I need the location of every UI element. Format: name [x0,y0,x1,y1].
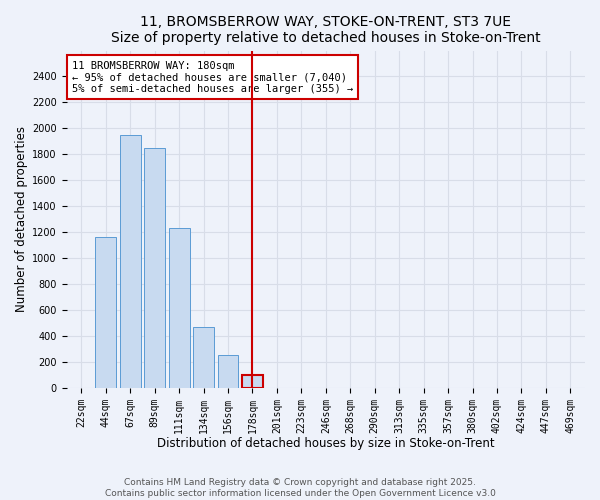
Text: 11 BROMSBERROW WAY: 180sqm
← 95% of detached houses are smaller (7,040)
5% of se: 11 BROMSBERROW WAY: 180sqm ← 95% of deta… [72,60,353,94]
Y-axis label: Number of detached properties: Number of detached properties [15,126,28,312]
Bar [169,228,190,388]
Text: Contains HM Land Registry data © Crown copyright and database right 2025.
Contai: Contains HM Land Registry data © Crown c… [104,478,496,498]
Title: 11, BROMSBERROW WAY, STOKE-ON-TRENT, ST3 7UE
Size of property relative to detach: 11, BROMSBERROW WAY, STOKE-ON-TRENT, ST3… [111,15,541,45]
Bar [242,375,263,388]
Bar [218,355,238,388]
Bar [193,327,214,388]
X-axis label: Distribution of detached houses by size in Stoke-on-Trent: Distribution of detached houses by size … [157,437,494,450]
Bar [95,238,116,388]
Bar [120,135,140,388]
Bar [144,148,165,388]
